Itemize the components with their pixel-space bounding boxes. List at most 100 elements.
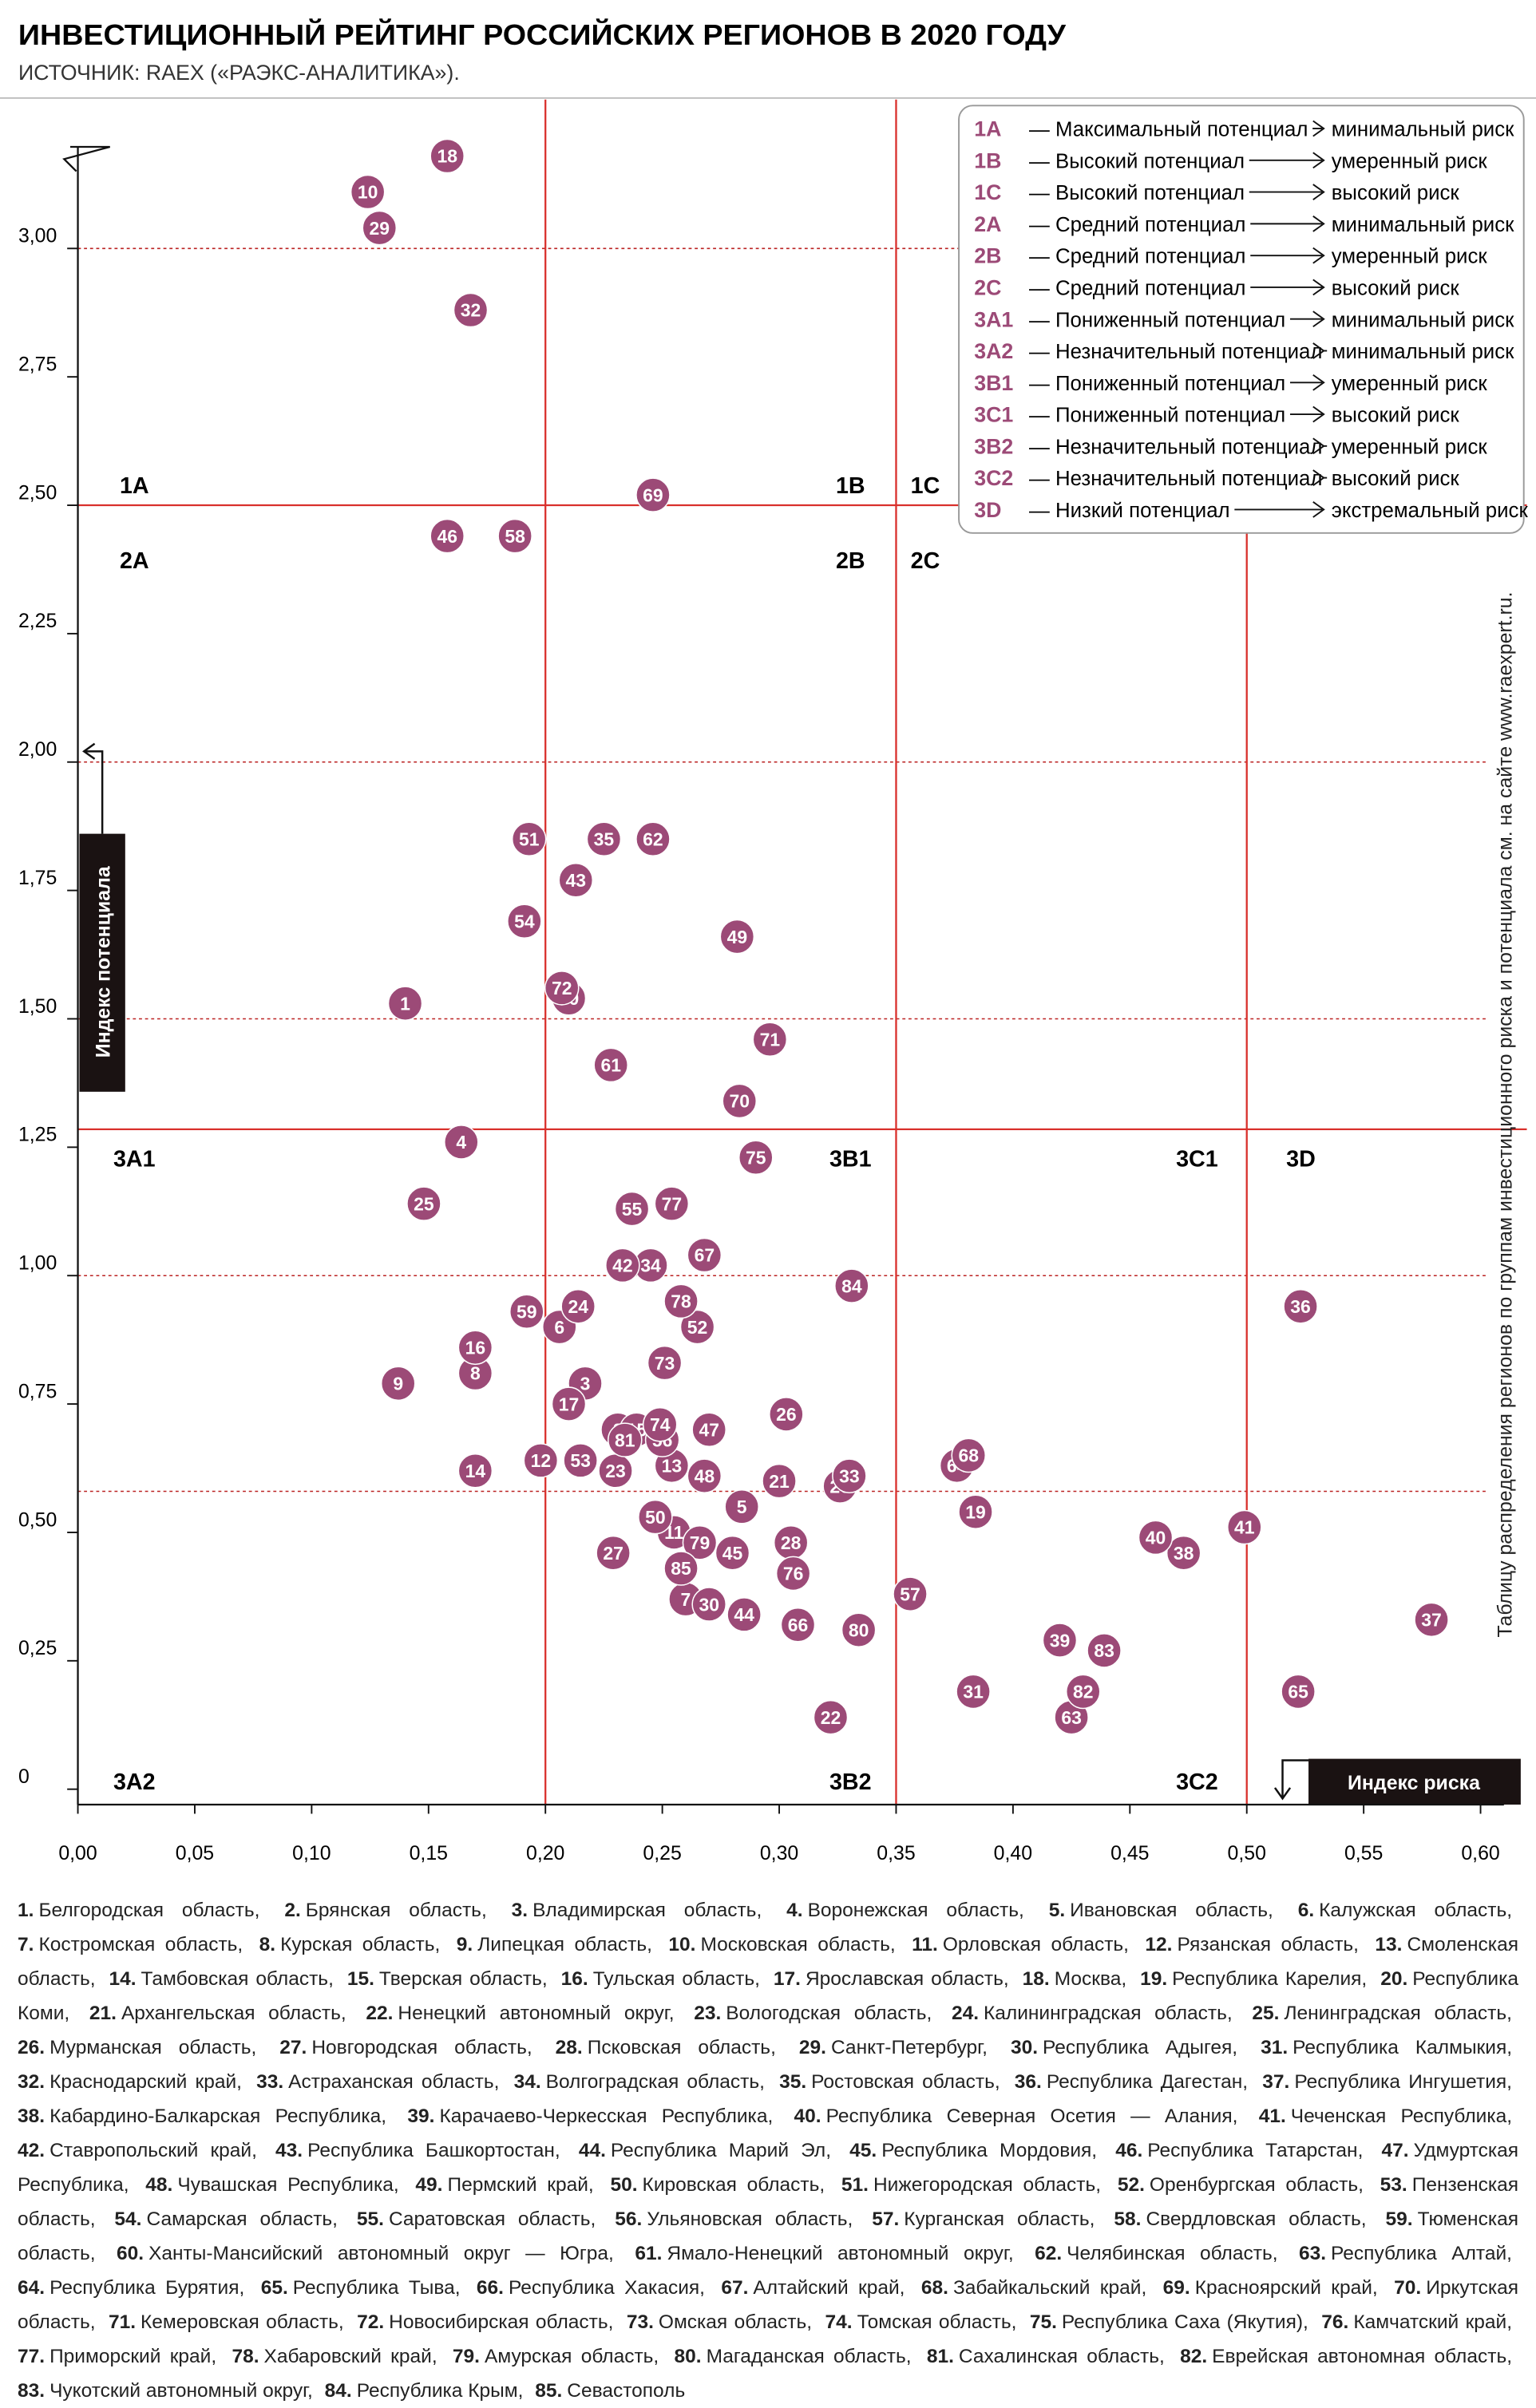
point-label: 79 — [690, 1532, 711, 1553]
point-label: 40 — [1146, 1528, 1166, 1548]
region-point — [497, 518, 532, 554]
region-number: 40. — [794, 2106, 821, 2127]
region-entry: 17. Ярославская область, — [774, 1968, 1015, 1990]
region-entry: 41. Чеченская Республика, — [1259, 2106, 1518, 2127]
region-point — [715, 1535, 750, 1571]
region-entry: 68. Забайкальский край, — [921, 2277, 1153, 2299]
point-label: 50 — [645, 1507, 666, 1528]
region-number: 59. — [1385, 2208, 1413, 2230]
point-label: 31 — [963, 1682, 984, 1702]
region-name: Тамбовская область, — [141, 1968, 334, 1990]
region-name: Республика Крым, — [356, 2380, 524, 2402]
region-point — [738, 1140, 774, 1176]
region-name: Томская область, — [857, 2311, 1017, 2333]
region-number: 45. — [849, 2140, 877, 2161]
region-number: 13. — [1375, 1934, 1403, 1955]
point-label: 49 — [727, 927, 748, 947]
point-label: 72 — [552, 978, 572, 998]
legend-code: 3D — [974, 498, 1001, 522]
region-number: 33. — [256, 2071, 284, 2093]
region-point — [523, 1443, 559, 1478]
point-label: 65 — [1288, 1682, 1308, 1702]
point-label: 17 — [559, 1394, 580, 1414]
point-label: 42 — [612, 1255, 633, 1276]
legend-arrowhead — [1312, 405, 1325, 423]
zone-label: 3C2 — [1176, 1769, 1218, 1795]
region-point — [724, 1489, 759, 1524]
region-number: 20. — [1380, 1968, 1408, 1990]
region-number: 57. — [872, 2208, 900, 2230]
region-number: 85. — [535, 2380, 563, 2402]
region-number: 80. — [674, 2346, 702, 2367]
legend-arrowhead — [1312, 184, 1325, 200]
region-entry: 77. Приморский край, — [18, 2346, 223, 2367]
point-label: 70 — [730, 1091, 750, 1112]
region-name: Республика Алтай, — [1331, 2243, 1512, 2264]
region-number: 50. — [610, 2174, 638, 2196]
region-entry: 59. Тюменская область, — [18, 2208, 1518, 2264]
region-name: Кировская область, — [642, 2174, 825, 2196]
region-number: 77. — [18, 2346, 46, 2367]
region-entry: 7. Костромская область, — [18, 1934, 249, 1955]
region-point — [719, 919, 755, 955]
region-name: Ленинградская область, — [1284, 2003, 1512, 2024]
region-entry: 46. Республика Татарстан, — [1115, 2140, 1369, 2161]
region-point — [679, 1309, 715, 1345]
point-label: 3 — [580, 1374, 591, 1394]
region-entry: 20. Республика Коми, — [18, 1968, 1518, 2024]
region-entry: 48. Чувашская Республика, — [145, 2174, 405, 2196]
legend-risk: высокий риск — [1332, 278, 1460, 300]
region-point — [1065, 1674, 1101, 1710]
region-name: Челябинская область, — [1067, 2243, 1278, 2264]
region-name: Псковская область, — [587, 2037, 776, 2058]
x-tick-label: 0,15 — [410, 1842, 448, 1864]
region-number: 53. — [1380, 2174, 1407, 2196]
point-label: 76 — [783, 1564, 804, 1584]
region-point — [726, 1597, 762, 1632]
zone-label: 3C1 — [1176, 1147, 1218, 1172]
region-number: 72. — [357, 2311, 385, 2333]
region-point — [551, 1386, 587, 1421]
region-number: 4. — [786, 1900, 803, 1921]
chart: ИНВЕСТИЦИОННЫЙ РЕЙТИНГ РОССИЙСКИХ РЕГИОН… — [0, 18, 1536, 1864]
region-point — [832, 1458, 867, 1493]
region-number: 29. — [798, 2037, 826, 2058]
region-entry: 70. Иркутская область, — [18, 2277, 1518, 2333]
point-label: 29 — [370, 218, 390, 239]
region-point — [951, 1437, 987, 1473]
region-entry: 4. Воронежская область, — [786, 1900, 1031, 1921]
region-entry: 1. Белгородская область, — [18, 1900, 266, 1921]
legend-code: 2C — [974, 276, 1001, 300]
point-label: 63 — [1061, 1707, 1082, 1728]
region-point — [642, 1407, 678, 1442]
point-label: 28 — [781, 1532, 802, 1553]
zone-label: 2C — [911, 548, 940, 574]
point-label: 27 — [603, 1543, 624, 1564]
region-name: Пензенская область, — [18, 2174, 1518, 2230]
legend-potential: — Незначительный потенциал — [1029, 341, 1322, 363]
region-entry: 85. Севастополь — [535, 2380, 691, 2402]
point-label: 77 — [662, 1193, 683, 1214]
x-tick-label: 0,30 — [760, 1842, 798, 1864]
legend-arrowhead — [1312, 342, 1325, 359]
legend-potential: — Незначительный потенциал — [1029, 436, 1322, 458]
region-name: Курганская область, — [904, 2208, 1095, 2230]
region-number: 49. — [415, 2174, 443, 2196]
legend-risk: умеренный риск — [1332, 436, 1488, 458]
region-point — [769, 1397, 804, 1432]
point-label: 83 — [1094, 1640, 1114, 1661]
region-number: 82. — [1180, 2346, 1208, 2367]
point-label: 52 — [687, 1317, 708, 1338]
point-label: 43 — [566, 870, 587, 891]
region-number: 47. — [1381, 2140, 1409, 2161]
points-layer: 1234567891011121314151617181920212223242… — [350, 138, 1449, 1735]
region-number: 26. — [18, 2037, 46, 2058]
region-number: 75. — [1029, 2311, 1057, 2333]
region-entry: 27. Новгородская область, — [279, 2037, 538, 2058]
region-entry: 29. Санкт-Петербург, — [799, 2037, 994, 2058]
region-entry: 33. Астраханская область, — [256, 2071, 505, 2093]
region-name: Волгоградская область, — [545, 2071, 765, 2093]
region-number: 27. — [279, 2037, 307, 2058]
point-label: 9 — [393, 1374, 403, 1394]
